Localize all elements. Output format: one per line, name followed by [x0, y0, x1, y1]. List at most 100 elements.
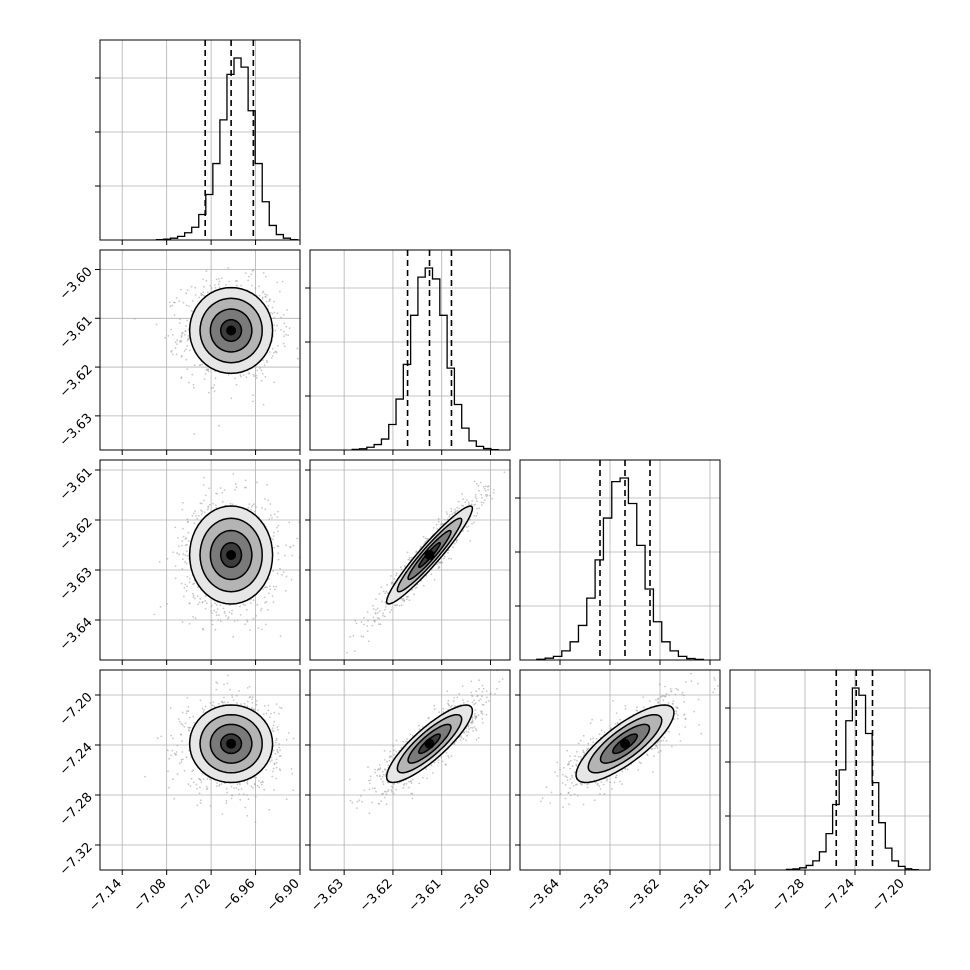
scatter-point — [274, 752, 277, 755]
scatter-point — [239, 783, 241, 786]
scatter-point — [203, 285, 206, 288]
scatter-point — [166, 557, 169, 560]
scatter-point — [272, 531, 275, 534]
scatter-point — [481, 497, 483, 499]
scatter-point — [287, 334, 289, 337]
scatter-point — [287, 732, 290, 734]
scatter-point — [233, 787, 235, 789]
scatter-point — [231, 696, 234, 699]
scatter-point — [225, 284, 228, 286]
scatter-point — [204, 372, 207, 375]
scatter-point — [196, 517, 199, 520]
scatter-point — [170, 734, 172, 737]
scatter-point — [270, 756, 273, 759]
scatter-point — [443, 518, 446, 521]
scatter-point — [185, 756, 188, 759]
histogram-step-line — [155, 57, 299, 240]
scatter-point — [254, 510, 256, 513]
scatter-point — [253, 375, 256, 377]
scatter-point — [480, 493, 483, 496]
scatter-point — [277, 344, 279, 347]
scatter-point — [437, 520, 440, 523]
scatter-point — [252, 269, 255, 271]
scatter-point — [200, 799, 202, 802]
scatter-point — [176, 343, 178, 345]
scatter-point — [381, 600, 383, 603]
scatter-point — [353, 650, 356, 652]
scatter-point — [401, 598, 403, 600]
scatter-point — [349, 635, 352, 638]
scatter-point — [468, 728, 470, 731]
scatter-point — [384, 592, 387, 595]
scatter-point — [482, 485, 485, 488]
panel-2-0: −3.61−3.62−3.63−3.64 — [57, 459, 301, 665]
panel-1-1 — [305, 249, 511, 455]
scatter-point — [215, 688, 218, 691]
scatter-point — [191, 300, 194, 302]
scatter-point — [408, 557, 411, 559]
y-tick-label: −3.63 — [57, 565, 96, 604]
scatter-point — [296, 357, 299, 360]
x-tick-label: −6.90 — [264, 876, 303, 915]
scatter-point — [385, 803, 388, 806]
x-tick-label: −7.08 — [131, 876, 170, 915]
scatter-point — [265, 275, 267, 278]
scatter-point — [446, 513, 449, 515]
scatter-point — [355, 807, 358, 809]
scatter-point — [376, 616, 379, 619]
scatter-point — [262, 272, 265, 274]
scatter-point — [232, 699, 235, 701]
scatter-point — [186, 555, 189, 557]
scatter-point — [483, 487, 486, 490]
scatter-point — [276, 312, 279, 315]
scatter-point — [235, 787, 238, 789]
scatter-point — [276, 726, 279, 728]
scatter-point — [199, 502, 202, 505]
scatter-point — [246, 608, 248, 611]
scatter-point — [201, 627, 204, 630]
scatter-point — [214, 504, 217, 507]
scatter-point — [181, 331, 184, 334]
scatter-point — [381, 770, 384, 773]
scatter-point — [471, 701, 474, 704]
scatter-point — [273, 720, 275, 723]
scatter-point — [285, 325, 288, 328]
scatter-point — [393, 578, 396, 580]
scatter-point — [442, 711, 445, 713]
scatter-point — [367, 766, 369, 769]
scatter-point — [389, 611, 391, 614]
scatter-point — [170, 328, 173, 331]
scatter-point — [240, 375, 242, 378]
scatter-point — [246, 814, 249, 817]
scatter-point — [174, 301, 176, 304]
scatter-point — [204, 595, 207, 598]
scatter-point — [216, 682, 219, 685]
scatter-point — [248, 372, 251, 375]
scatter-point — [216, 782, 219, 784]
scatter-point — [180, 336, 183, 338]
scatter-point — [221, 701, 223, 703]
scatter-point — [183, 587, 186, 589]
scatter-point — [448, 704, 451, 707]
scatter-point — [197, 586, 199, 589]
scatter-point — [291, 554, 294, 557]
scatter-point — [219, 620, 222, 623]
scatter-point — [242, 603, 245, 606]
scatter-point — [279, 635, 282, 638]
scatter-point — [446, 690, 449, 693]
scatter-point — [215, 614, 218, 617]
scatter-point — [262, 359, 264, 361]
scatter-point — [382, 614, 384, 617]
scatter-point — [249, 602, 252, 605]
scatter-point — [206, 508, 209, 511]
scatter-point — [179, 318, 181, 320]
scatter-point — [218, 424, 220, 427]
scatter-point — [209, 804, 212, 807]
scatter-point — [270, 357, 273, 359]
scatter-point — [174, 526, 177, 529]
scatter-point — [452, 546, 454, 548]
scatter-point — [447, 551, 449, 554]
scatter-point — [271, 312, 274, 315]
scatter-point — [302, 333, 304, 335]
scatter-point — [185, 537, 188, 539]
